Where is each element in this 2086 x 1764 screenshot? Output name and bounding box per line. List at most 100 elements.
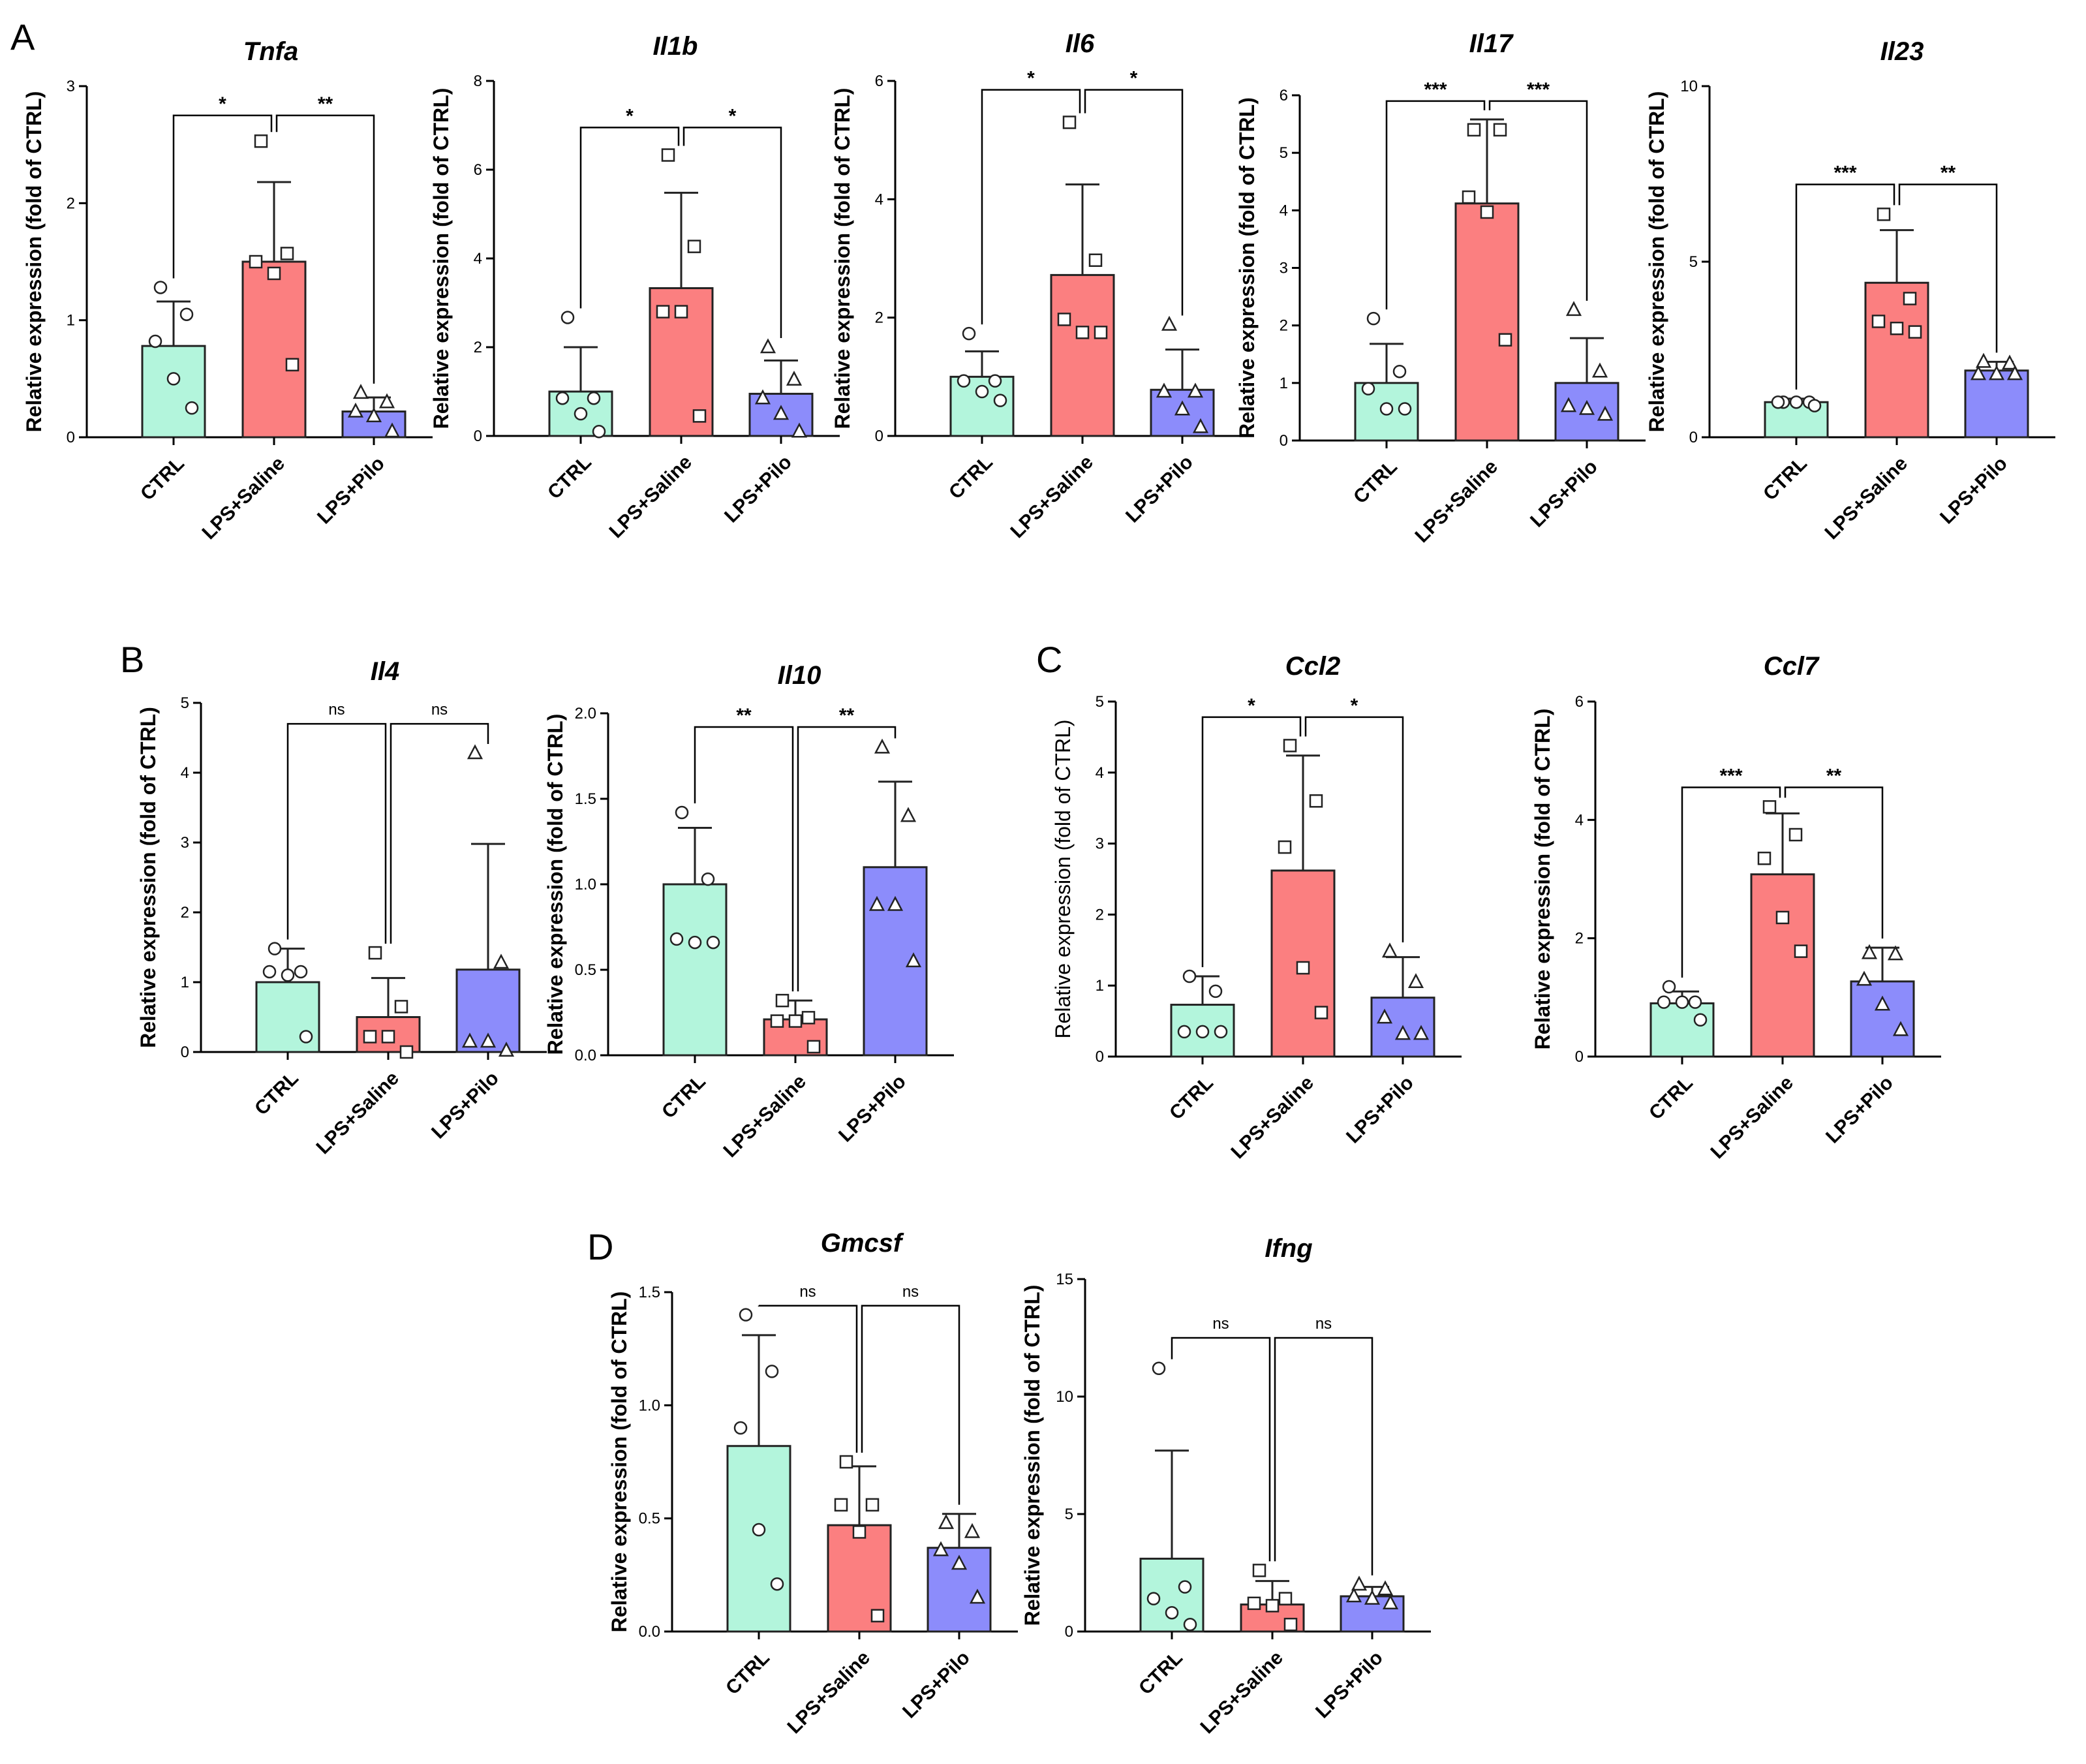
chart-tnfa: Tnfa 0 1 2 3 Relative expression (fold of CTR… bbox=[22, 37, 433, 544]
significance-bracket bbox=[1084, 89, 1184, 316]
significance-bracket bbox=[758, 1305, 858, 1453]
data-point bbox=[975, 384, 989, 399]
data-point bbox=[185, 401, 199, 415]
data-point bbox=[1493, 123, 1507, 137]
y-tick-label: 2 bbox=[474, 339, 482, 356]
chart-title: Il6 bbox=[1066, 29, 1095, 58]
data-point bbox=[493, 953, 510, 969]
data-point bbox=[806, 1040, 821, 1054]
significance-bracket bbox=[1385, 100, 1486, 310]
y-tick-label: 3 bbox=[1096, 835, 1104, 853]
data-point bbox=[1283, 1617, 1298, 1632]
chart-title: Il4 bbox=[371, 657, 399, 686]
data-point bbox=[969, 1588, 986, 1604]
significance-label: *** bbox=[1527, 79, 1550, 101]
y-axis-label: Relative expression (fold of CTRL) bbox=[1645, 91, 1668, 433]
data-point bbox=[905, 952, 922, 968]
data-point bbox=[834, 1498, 848, 1512]
bar-ctrl bbox=[726, 1445, 791, 1633]
data-point bbox=[381, 1030, 395, 1044]
significance-bracket bbox=[286, 722, 387, 944]
category-label: CTRL bbox=[1349, 456, 1402, 508]
data-point bbox=[1278, 840, 1292, 854]
y-tick-label: 3 bbox=[67, 78, 75, 95]
y-tick-label: 0 bbox=[875, 427, 883, 445]
data-point bbox=[281, 968, 295, 982]
panel-letter-a: A bbox=[10, 16, 35, 57]
data-point bbox=[656, 305, 670, 318]
y-axis-label: Relative expression (fold of CTRL) bbox=[1531, 709, 1554, 1050]
bar-lps-pilo bbox=[1850, 980, 1915, 1058]
data-point bbox=[733, 1421, 748, 1435]
significance-bracket bbox=[1304, 716, 1404, 942]
data-point bbox=[770, 1577, 784, 1591]
y-tick-label: 5 bbox=[181, 694, 189, 712]
data-point bbox=[1775, 910, 1790, 925]
data-point bbox=[1597, 405, 1614, 421]
y-tick-label: 6 bbox=[474, 161, 482, 179]
y-tick-label: 1.0 bbox=[639, 1397, 660, 1414]
panel-letter-b: B bbox=[120, 639, 144, 680]
data-point bbox=[688, 935, 702, 950]
data-point bbox=[254, 134, 268, 148]
data-point bbox=[1970, 365, 1987, 380]
chart-il17: Il17 0 1 2 3 4 5 6 Relative expression (fold of … bbox=[1235, 29, 1646, 547]
y-tick-label: 1.5 bbox=[639, 1284, 660, 1301]
data-point bbox=[1364, 1589, 1381, 1605]
category-label: LPS+Saline bbox=[312, 1068, 403, 1158]
y-tick-label: 0 bbox=[1096, 1048, 1104, 1066]
chart-title: Il1b bbox=[653, 32, 698, 61]
chart-ifng: Ifng 0 5 10 15 Relative expression (fold of C… bbox=[1020, 1234, 1431, 1738]
data-point bbox=[1094, 326, 1108, 339]
chart-il1b: Il1b 0 2 4 6 8 Relative expression (fold of CT… bbox=[429, 32, 840, 542]
y-tick-label: 5 bbox=[1280, 144, 1288, 162]
data-point bbox=[865, 1498, 880, 1512]
category-label: LPS+Pilo bbox=[835, 1071, 910, 1147]
data-point bbox=[166, 372, 181, 386]
data-point bbox=[1377, 1580, 1394, 1596]
category-label: LPS+Pilo bbox=[1342, 1072, 1418, 1148]
category-label: LPS+Saline bbox=[198, 453, 288, 544]
chart-title: Ccl7 bbox=[1764, 652, 1820, 681]
charts-layer: Tnfa 0 1 2 3 Relative expression (fold of CTR… bbox=[22, 29, 2055, 1738]
chart-il4: Il4 0 1 2 3 4 5 Relative expression (fold of CT… bbox=[136, 657, 547, 1158]
data-point bbox=[1413, 1025, 1430, 1040]
data-point bbox=[1247, 1596, 1261, 1611]
category-label: LPS+Saline bbox=[1820, 453, 1911, 544]
data-point bbox=[1908, 325, 1922, 339]
bar-ctrl bbox=[1649, 1002, 1715, 1058]
data-point bbox=[1887, 945, 1904, 961]
data-point bbox=[1182, 969, 1197, 983]
data-point bbox=[153, 281, 168, 294]
data-point bbox=[669, 932, 684, 946]
significance-bracket bbox=[1171, 1337, 1271, 1562]
data-point bbox=[1214, 1025, 1228, 1039]
data-point bbox=[1382, 1594, 1399, 1610]
data-point bbox=[1351, 1575, 1368, 1591]
data-point bbox=[1394, 1025, 1411, 1040]
significance-bracket bbox=[981, 89, 1081, 325]
category-label: LPS+Saline bbox=[1196, 1647, 1287, 1738]
data-point bbox=[1794, 944, 1808, 958]
data-point bbox=[1874, 995, 1891, 1011]
data-point bbox=[1693, 1013, 1708, 1027]
significance-label: *** bbox=[1424, 79, 1447, 101]
data-point bbox=[1361, 382, 1375, 395]
data-point bbox=[791, 422, 808, 438]
y-tick-label: 1 bbox=[181, 974, 189, 991]
y-tick-label: 6 bbox=[1280, 87, 1288, 104]
bar-lps-saline bbox=[241, 260, 307, 439]
y-tick-label: 4 bbox=[1280, 202, 1288, 219]
category-label: LPS+Pilo bbox=[1526, 456, 1602, 532]
y-tick-label: 1.5 bbox=[575, 790, 596, 808]
data-point bbox=[399, 1045, 414, 1059]
data-point bbox=[352, 384, 369, 399]
bar-lps-saline bbox=[1454, 202, 1520, 442]
data-point bbox=[378, 393, 395, 409]
y-axis-label: Relative expression (fold of CTRL) bbox=[607, 1292, 631, 1633]
significance-label: * bbox=[729, 105, 737, 127]
y-tick-label: 0 bbox=[67, 429, 75, 446]
y-tick-label: 1 bbox=[1280, 375, 1288, 392]
category-label: CTRL bbox=[1645, 1072, 1697, 1124]
data-point bbox=[1565, 301, 1582, 317]
